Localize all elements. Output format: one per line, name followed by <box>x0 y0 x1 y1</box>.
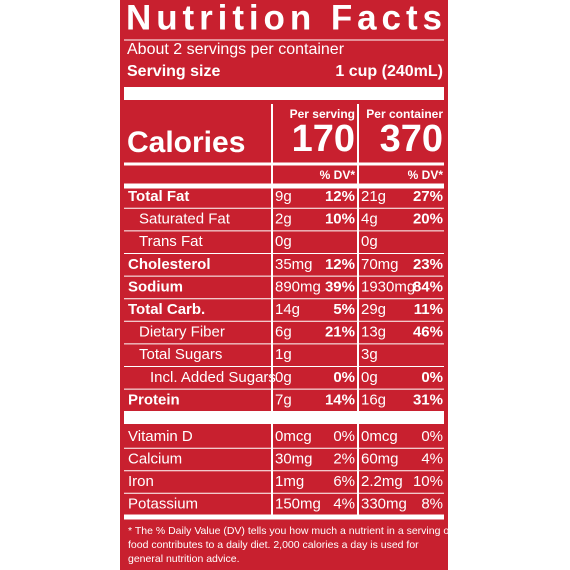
serving-dv: 4% <box>333 495 355 512</box>
container-dv: 0% <box>421 428 443 445</box>
container-amount: 70mg <box>361 256 399 273</box>
container-dv: 0% <box>421 369 443 386</box>
thick-rule <box>124 87 444 100</box>
serving-amount: 14g <box>275 301 300 318</box>
container-amount: 2.2mg <box>361 473 403 490</box>
serving-dv: 2% <box>333 450 355 467</box>
nutrient-name: Dietary Fiber <box>139 324 225 341</box>
container-dv: 27% <box>413 188 443 205</box>
serving-amount: 150mg <box>275 495 321 512</box>
serving-dv: 12% <box>325 256 355 273</box>
container-amount: 13g <box>361 324 386 341</box>
calories-label: Calories <box>127 126 245 159</box>
serving-amount: 9g <box>275 188 292 205</box>
thick-rule <box>124 411 444 424</box>
serving-amount: 890mg <box>275 278 321 295</box>
container-amount: 0mcg <box>361 428 398 445</box>
footnote: food contributes to a daily diet. 2,000 … <box>128 539 419 551</box>
serving-amount: 0g <box>275 369 292 386</box>
container-amount: 21g <box>361 188 386 205</box>
nutrient-name: Total Fat <box>128 188 189 205</box>
serving-amount: 0g <box>275 233 292 250</box>
container-amount: 29g <box>361 301 386 318</box>
nutrient-name: Saturated Fat <box>139 211 231 228</box>
serving-dv: 0% <box>333 369 355 386</box>
nutrient-name: Trans Fat <box>139 233 203 250</box>
calories-value: 370 <box>380 118 443 160</box>
container-amount: 1930mg <box>361 278 415 295</box>
container-amount: 60mg <box>361 450 399 467</box>
serving-dv: 6% <box>333 473 355 490</box>
calories-value: 170 <box>292 118 355 160</box>
nutrient-name: Incl. Added Sugars <box>150 369 276 386</box>
container-amount: 4g <box>361 211 378 228</box>
dv-header: % DV* <box>408 168 444 182</box>
container-dv: 23% <box>413 256 443 273</box>
nutrient-name: Total Sugars <box>139 346 222 363</box>
column-header: Per serving <box>290 107 355 121</box>
column-header: Per container <box>366 107 443 121</box>
container-amount: 0g <box>361 369 378 386</box>
container-dv: 4% <box>421 450 443 467</box>
serving-amount: 6g <box>275 324 292 341</box>
nutrient-name: Total Carb. <box>128 301 205 318</box>
servings: About 2 servings per container <box>127 41 345 58</box>
serving-dv: 14% <box>325 391 355 408</box>
container-amount: 3g <box>361 346 378 363</box>
nutrient-name: Sodium <box>128 278 183 295</box>
footnote: * The % Daily Value (DV) tells you how m… <box>128 525 452 537</box>
label-title: Nutrition Facts <box>126 0 442 37</box>
serving-dv: 39% <box>325 278 355 295</box>
container-dv: 11% <box>414 301 443 318</box>
serving-dv: 5% <box>333 301 355 318</box>
serving-amount: 0mcg <box>275 428 312 445</box>
serving-amount: 30mg <box>275 450 313 467</box>
serving-amount: 2g <box>275 211 292 228</box>
nutrient-name: Vitamin D <box>128 428 193 445</box>
nutrient-name: Iron <box>128 473 154 490</box>
container-dv: 46% <box>413 324 443 341</box>
serving-dv: 10% <box>325 211 355 228</box>
serving-amount: 1mg <box>275 473 304 490</box>
container-dv: 31% <box>413 391 443 408</box>
container-dv: 8% <box>421 495 443 512</box>
container-amount: 0g <box>361 233 378 250</box>
serving-dv: 21% <box>325 324 355 341</box>
footnote: general nutrition advice. <box>128 553 240 565</box>
serving-size-label: Serving size <box>127 63 220 80</box>
nutrient-name: Potassium <box>128 495 198 512</box>
serving-amount: 35mg <box>275 256 313 273</box>
nutrient-name: Cholesterol <box>128 256 211 273</box>
container-dv: 20% <box>413 211 443 228</box>
container-amount: 330mg <box>361 495 407 512</box>
serving-amount: 7g <box>275 391 292 408</box>
container-dv: 84% <box>413 278 443 295</box>
serving-dv: 12% <box>325 188 355 205</box>
container-amount: 16g <box>361 391 386 408</box>
nutrient-name: Calcium <box>128 450 182 467</box>
serving-size: 1 cup (240mL) <box>335 63 443 80</box>
nutrient-name: Protein <box>128 391 180 408</box>
serving-amount: 1g <box>275 346 292 363</box>
dv-header: % DV* <box>320 168 356 182</box>
container-dv: 10% <box>413 473 443 490</box>
serving-dv: 0% <box>333 428 355 445</box>
